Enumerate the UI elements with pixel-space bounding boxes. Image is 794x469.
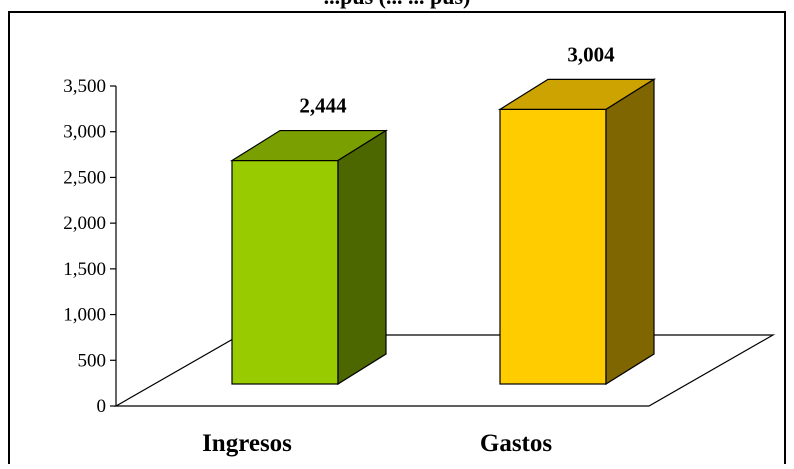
y-tick-label: 2,000 <box>63 213 106 234</box>
bar-front-face <box>231 159 339 385</box>
category-label-gastos: Gastos <box>480 430 553 457</box>
chart-title: ...pus (... ... pus) <box>324 0 471 9</box>
y-tick-label: 500 <box>78 350 107 371</box>
data-label: 2,444 <box>299 94 347 118</box>
category-label-ingresos: Ingresos <box>202 430 292 457</box>
y-tick-label: 3,000 <box>63 122 106 143</box>
floor-outline <box>113 334 776 407</box>
chart-frame <box>8 11 786 469</box>
data-label: 3,004 <box>567 42 615 66</box>
bar-side-face <box>605 78 655 386</box>
y-tick-label: 3,500 <box>63 76 106 97</box>
y-tick-label: 2,500 <box>63 167 106 188</box>
category-axis: Ingresos Gastos <box>202 430 552 457</box>
value-axis: 0 500 1,000 1,500 2,000 2,500 3,000 3,500 <box>63 76 117 417</box>
bar-ingresos <box>229 129 389 386</box>
chart-floor <box>113 334 776 407</box>
bar-gastos <box>497 78 657 386</box>
y-tick-label: 1,000 <box>63 305 106 326</box>
y-tick-label: 0 <box>97 396 107 417</box>
data-labels: 2,444 3,004 <box>299 42 615 117</box>
bar-front-face <box>499 108 607 385</box>
bar-side-face <box>337 129 387 386</box>
y-tick-label: 1,500 <box>63 259 106 280</box>
bars <box>229 78 657 386</box>
